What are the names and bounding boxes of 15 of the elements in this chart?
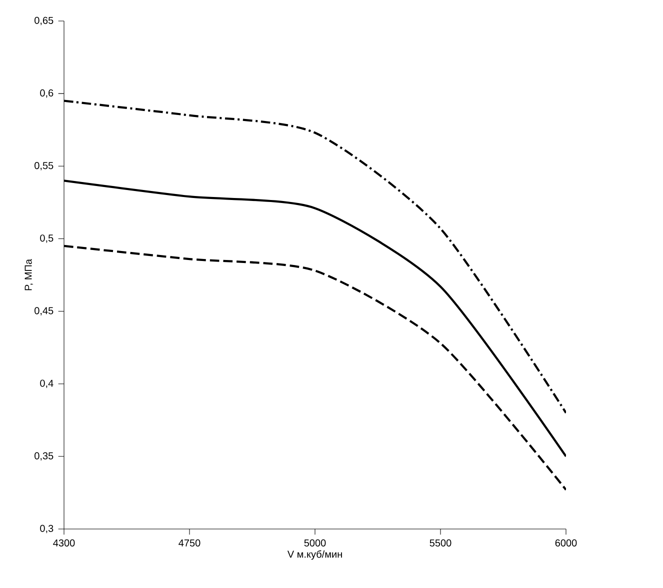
x-axis-title: V м.куб/мин <box>287 550 342 560</box>
x-tick-label: 5500 <box>430 539 452 546</box>
y-tick-label: 0,6 <box>40 89 54 98</box>
x-tick-label: 6000 <box>555 539 577 546</box>
y-tick-label: 0,55 <box>34 162 54 170</box>
x-tick-label: 4750 <box>178 539 200 546</box>
y-tick-label: 0,35 <box>34 452 54 461</box>
y-tick-label: 0,3 <box>40 524 54 534</box>
x-tick-label: 4300 <box>53 539 75 546</box>
y-tick-label: 0,5 <box>40 234 54 243</box>
x-tick-label: 5000 <box>304 539 326 546</box>
y-tick-label: 0,45 <box>34 307 54 316</box>
y-axis-title: P, МПа <box>24 258 33 290</box>
y-tick-label: 0,4 <box>40 380 54 388</box>
y-tick-label: 0,65 <box>34 16 54 26</box>
